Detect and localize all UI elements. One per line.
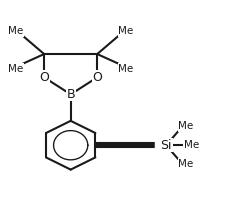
Text: Me: Me (178, 159, 193, 169)
Text: Me: Me (8, 26, 23, 36)
Text: Me: Me (118, 64, 133, 74)
Text: Me: Me (8, 64, 23, 74)
Text: Si: Si (160, 139, 172, 152)
Text: Me: Me (118, 26, 133, 36)
Text: B: B (66, 88, 75, 101)
Text: Me: Me (184, 140, 199, 150)
Text: O: O (92, 71, 102, 84)
Text: Me: Me (178, 121, 193, 131)
Text: O: O (39, 71, 49, 84)
